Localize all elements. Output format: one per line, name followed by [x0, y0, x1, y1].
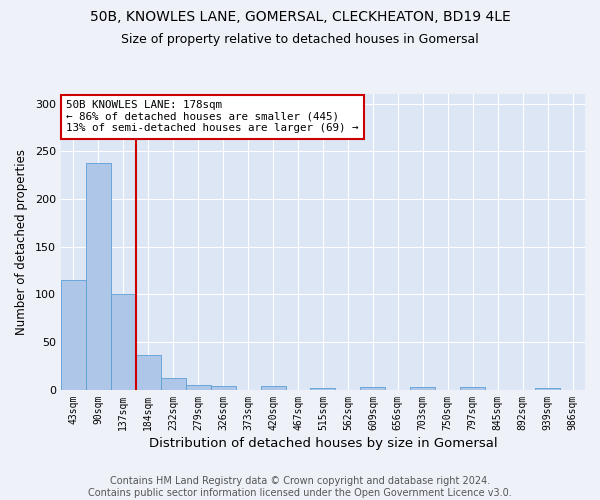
Bar	[361, 387, 385, 390]
Bar	[410, 387, 435, 390]
Bar	[161, 378, 186, 390]
Bar	[186, 385, 211, 390]
Text: 50B KNOWLES LANE: 178sqm
← 86% of detached houses are smaller (445)
13% of semi-: 50B KNOWLES LANE: 178sqm ← 86% of detach…	[66, 100, 359, 133]
Bar	[211, 386, 236, 390]
Bar	[260, 386, 286, 390]
Y-axis label: Number of detached properties: Number of detached properties	[15, 149, 28, 335]
Bar	[86, 162, 111, 390]
Bar	[310, 388, 335, 390]
Bar	[535, 388, 560, 390]
Text: Contains HM Land Registry data © Crown copyright and database right 2024.
Contai: Contains HM Land Registry data © Crown c…	[88, 476, 512, 498]
X-axis label: Distribution of detached houses by size in Gomersal: Distribution of detached houses by size …	[149, 437, 497, 450]
Bar	[460, 387, 485, 390]
Bar	[61, 280, 86, 390]
Bar	[136, 354, 161, 390]
Text: Size of property relative to detached houses in Gomersal: Size of property relative to detached ho…	[121, 32, 479, 46]
Text: 50B, KNOWLES LANE, GOMERSAL, CLECKHEATON, BD19 4LE: 50B, KNOWLES LANE, GOMERSAL, CLECKHEATON…	[89, 10, 511, 24]
Bar	[111, 294, 136, 390]
